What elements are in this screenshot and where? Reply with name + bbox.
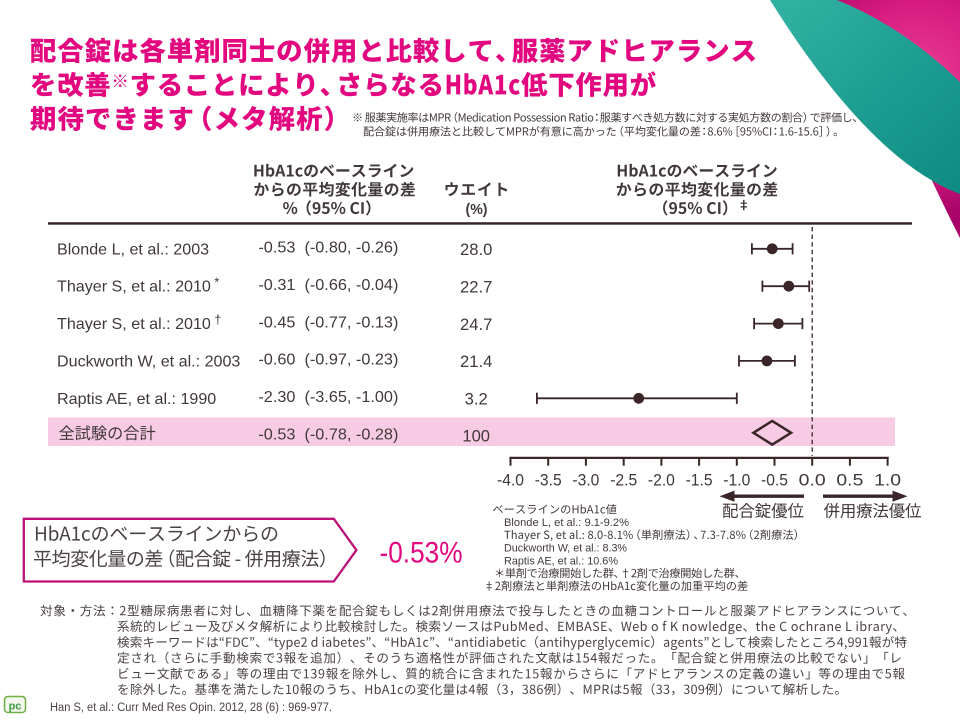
svg-text:Duckworth W, et al.: 2003: Duckworth W, et al.: 2003 [57,352,240,370]
svg-text:-4.0: -4.0 [497,471,524,489]
svg-text:3.2: 3.2 [465,390,488,409]
svg-text:Han S, et al.: Curr Med Res Op: Han S, et al.: Curr Med Res Opin. 2012, … [50,702,332,714]
svg-text:28.0: 28.0 [460,240,492,259]
svg-text:Duckworth W, et al.: 8.3%: Duckworth W, et al.: 8.3% [504,543,627,555]
svg-text:-0.5: -0.5 [761,471,788,489]
svg-text:(%): (%) [466,201,488,218]
svg-text:Thayer S, et al.: 2010 *: Thayer S, et al.: 2010 * [57,276,219,296]
svg-text:-0.53 (-0.78, -0.28): -0.53 (-0.78, -0.28) [258,427,398,444]
svg-text:-1.0: -1.0 [723,471,750,489]
svg-text:24.7: 24.7 [460,315,492,334]
svg-text:22.7: 22.7 [460,278,492,297]
svg-text:-2.30 (-3.65, -1.00): -2.30 (-3.65, -1.00) [258,389,398,406]
svg-text:-0.53 (-0.80, -0.26): -0.53 (-0.80, -0.26) [258,240,398,257]
svg-text:Blonde L, et al.: 9.1-9.2%: Blonde L, et al.: 9.1-9.2% [504,517,629,529]
svg-text:-0.53%: -0.53% [380,536,463,569]
svg-text:pc: pc [9,701,22,713]
svg-text:-2.0: -2.0 [648,471,675,489]
svg-text:100: 100 [462,427,490,446]
svg-text:Blonde L, et al.: 2003: Blonde L, et al.: 2003 [57,240,209,258]
svg-text:Raptis AE, et al.: 1990: Raptis AE, et al.: 1990 [57,390,216,408]
svg-text:-3.0: -3.0 [572,471,599,489]
svg-text:1.0: 1.0 [874,471,901,489]
svg-text:21.4: 21.4 [460,352,492,371]
svg-text:-1.5: -1.5 [686,471,713,489]
svg-text:Raptis AE, et al.: 10.6%: Raptis AE, et al.: 10.6% [504,556,618,568]
svg-text:-0.31 (-0.66, -0.04): -0.31 (-0.66, -0.04) [258,277,398,294]
svg-text:0.5: 0.5 [836,471,863,489]
svg-text:0.0: 0.0 [799,471,826,489]
svg-text:Thayer S, et al.: 2010 †: Thayer S, et al.: 2010 † [57,313,221,333]
svg-text:-0.45 (-0.77, -0.13): -0.45 (-0.77, -0.13) [258,314,398,331]
svg-text:-0.60 (-0.97, -0.23): -0.60 (-0.97, -0.23) [258,352,398,369]
svg-text:-2.5: -2.5 [610,471,637,489]
svg-text:-3.5: -3.5 [535,471,562,489]
